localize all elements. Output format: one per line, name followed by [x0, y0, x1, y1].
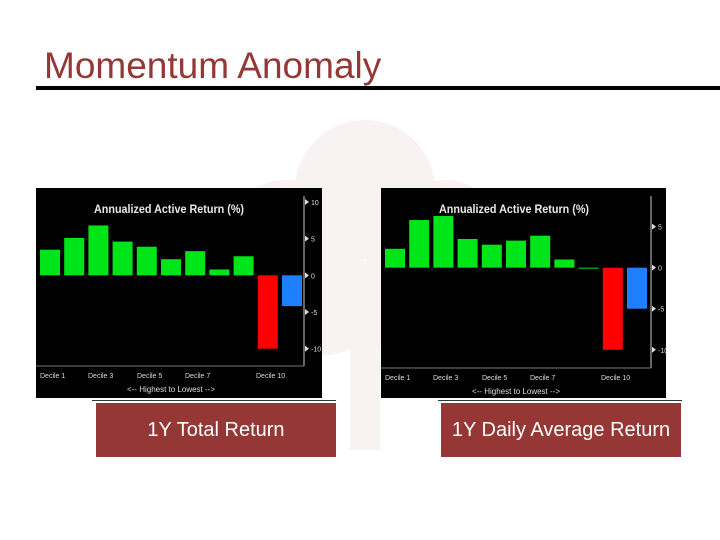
bar-decile-4 [112, 241, 133, 276]
y-tick-label: 0 [658, 266, 662, 273]
bar-decile-6 [161, 259, 181, 276]
y-tick-marker [305, 235, 309, 242]
x-tick-label: Decile 5 [137, 373, 162, 380]
bar-decile-1 [385, 248, 405, 268]
y-tick-marker [305, 272, 309, 279]
chart-title: Annualized Active Return (%) [94, 202, 244, 216]
x-tick-label: Decile 3 [433, 375, 458, 382]
caption-frame-line [92, 400, 336, 401]
x-axis-label: <-- Highest to Lowest --> [127, 385, 215, 394]
x-tick-label: Decile 1 [40, 373, 65, 380]
bar-decile-10 [602, 267, 623, 350]
bar-decile-2 [409, 220, 430, 268]
y-tick-label: 0 [311, 273, 315, 280]
bar-benchmark [282, 275, 302, 307]
chart-daily-average-return: Annualized Active Return (%) 5 0 -5 -10 Decil… [381, 196, 666, 396]
caption-daily-average-return: 1Y Daily Average Return [441, 403, 681, 457]
bar-decile-9 [578, 267, 599, 269]
slide-title: Momentum Anomaly [44, 45, 382, 86]
y-tick-label: -10 [311, 347, 321, 354]
bar-decile-6 [506, 240, 526, 268]
caption-frame-line [438, 400, 682, 401]
y-tick-label: 5 [311, 237, 315, 244]
y-tick-marker [305, 199, 309, 205]
y-tick-marker [305, 345, 309, 352]
chart-total-return: Annualized Active Return (%) 10 5 0 -5 -10 Dec… [36, 196, 321, 394]
title-underline [36, 86, 720, 90]
x-tick-label: Decile 5 [482, 375, 507, 382]
bar-decile-8 [209, 269, 230, 276]
chart-panel-total-return: Annualized Active Return (%) 10 5 0 -5 -10 Dec… [36, 188, 322, 398]
x-tick-label: Decile 1 [385, 375, 410, 382]
bar-benchmark [627, 267, 647, 309]
x-tick-label: Decile 7 [185, 373, 210, 380]
x-tick-label: Decile 10 [256, 373, 285, 380]
y-tick-label: -5 [311, 310, 317, 317]
y-tick-marker [652, 346, 656, 353]
x-tick-label: Decile 7 [530, 375, 555, 382]
bar-decile-3 [88, 225, 109, 276]
y-tick-label: -5 [658, 307, 664, 314]
bar-decile-7 [185, 251, 206, 276]
y-tick-marker [652, 305, 656, 312]
bar-decile-10 [257, 275, 278, 349]
y-tick-label: 5 [658, 225, 662, 232]
x-tick-label: Decile 3 [88, 373, 113, 380]
bar-decile-7 [530, 235, 551, 268]
caption-total-return: 1Y Total Return [96, 403, 336, 457]
bar-decile-5 [136, 246, 157, 276]
bar-decile-3 [433, 215, 454, 268]
y-tick-marker [305, 309, 309, 315]
y-tick-label: 10 [311, 200, 319, 207]
chart-panel-daily-average-return: Annualized Active Return (%) 5 0 -5 -10 Decil… [381, 188, 666, 398]
bar-decile-5 [481, 244, 502, 268]
x-tick-label: Decile 10 [601, 375, 630, 382]
chart-title: Annualized Active Return (%) [439, 202, 589, 216]
y-tick-marker [652, 264, 656, 271]
bar-decile-1 [40, 249, 60, 276]
bar-decile-2 [64, 237, 85, 276]
bar-decile-4 [457, 238, 478, 268]
bar-decile-8 [554, 259, 575, 268]
x-axis-label: <-- Highest to Lowest --> [472, 387, 560, 396]
y-tick-label: -10 [658, 348, 666, 355]
y-tick-marker [652, 223, 656, 230]
bar-decile-9 [233, 256, 254, 276]
